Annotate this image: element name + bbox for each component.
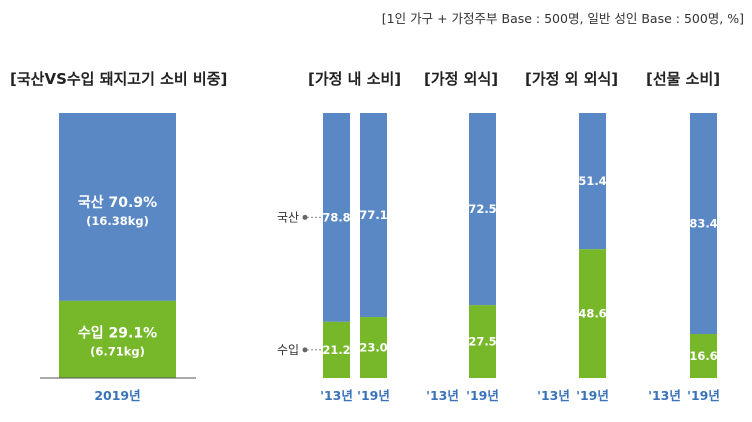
- value-domestic-g0-c1: 77.1: [359, 208, 387, 222]
- group-title-dining-out: [가정 외 외식]: [525, 70, 619, 88]
- tick-g2-c0: '13년: [537, 388, 570, 403]
- side-label-imported: 수입: [277, 343, 299, 357]
- side-label-imported-dot: [302, 347, 308, 353]
- side-label-domestic-dot: [302, 214, 308, 220]
- tick-g3-c1: '19년: [687, 388, 720, 403]
- group-title-home: [가정 내 소비]: [308, 70, 402, 88]
- tick-g1-c0: '13년: [426, 388, 459, 403]
- tick-g0-c1: '19년: [357, 388, 390, 403]
- group-title-gift: [선물 소비]: [646, 70, 721, 88]
- tick-g1-c1: '19년: [466, 388, 499, 403]
- tick-g3-c0: '13년: [648, 388, 681, 403]
- bar-domestic-2019: [59, 113, 176, 301]
- label-domestic-amount: (16.38kg): [86, 214, 149, 228]
- bar-imported-g3-c1: [690, 334, 717, 378]
- tick-2019: 2019년: [94, 388, 140, 403]
- value-imported-g0-c1: 23.0: [359, 341, 387, 355]
- bar-domestic-g0-c1: [360, 113, 387, 318]
- value-domestic-g3-c1: 83.4: [689, 217, 717, 231]
- group-title-home-dining: [가정 외식]: [424, 70, 499, 88]
- tick-g2-c1: '19년: [576, 388, 609, 403]
- value-imported-g0-c0: 21.2: [322, 343, 350, 357]
- bar-domestic-g2-c1: [579, 113, 606, 250]
- bar-domestic-g1-c1: [469, 113, 496, 306]
- left-chart-title: [국산VS수입 돼지고기 소비 비중]: [10, 70, 228, 88]
- tick-g0-c0: '13년: [320, 388, 353, 403]
- value-domestic-g0-c0: 78.8: [322, 210, 350, 224]
- bar-domestic-g0-c0: [323, 113, 350, 322]
- bar-imported-g0-c1: [360, 317, 387, 378]
- value-imported-g3-c1: 16.6: [689, 349, 717, 363]
- bar-imported-2019: [59, 300, 176, 378]
- label-imported-share: 수입 29.1%: [78, 325, 157, 341]
- bar-domestic-g3-c1: [690, 113, 717, 335]
- value-domestic-g2-c1: 51.4: [578, 174, 606, 188]
- value-imported-g1-c1: 27.5: [468, 335, 496, 349]
- bar-imported-g1-c1: [469, 305, 496, 378]
- value-imported-g2-c1: 48.6: [578, 307, 606, 321]
- base-note: [1인 가구 + 가정주부 Base : 500명, 일반 성인 Base : …: [381, 11, 744, 26]
- bar-imported-g0-c0: [323, 321, 350, 378]
- label-imported-amount: (6.71kg): [90, 344, 145, 358]
- label-domestic-share: 국산 70.9%: [78, 194, 157, 211]
- side-label-domestic: 국산: [277, 210, 299, 224]
- value-domestic-g1-c1: 72.5: [468, 202, 496, 216]
- bar-imported-g2-c1: [579, 249, 606, 378]
